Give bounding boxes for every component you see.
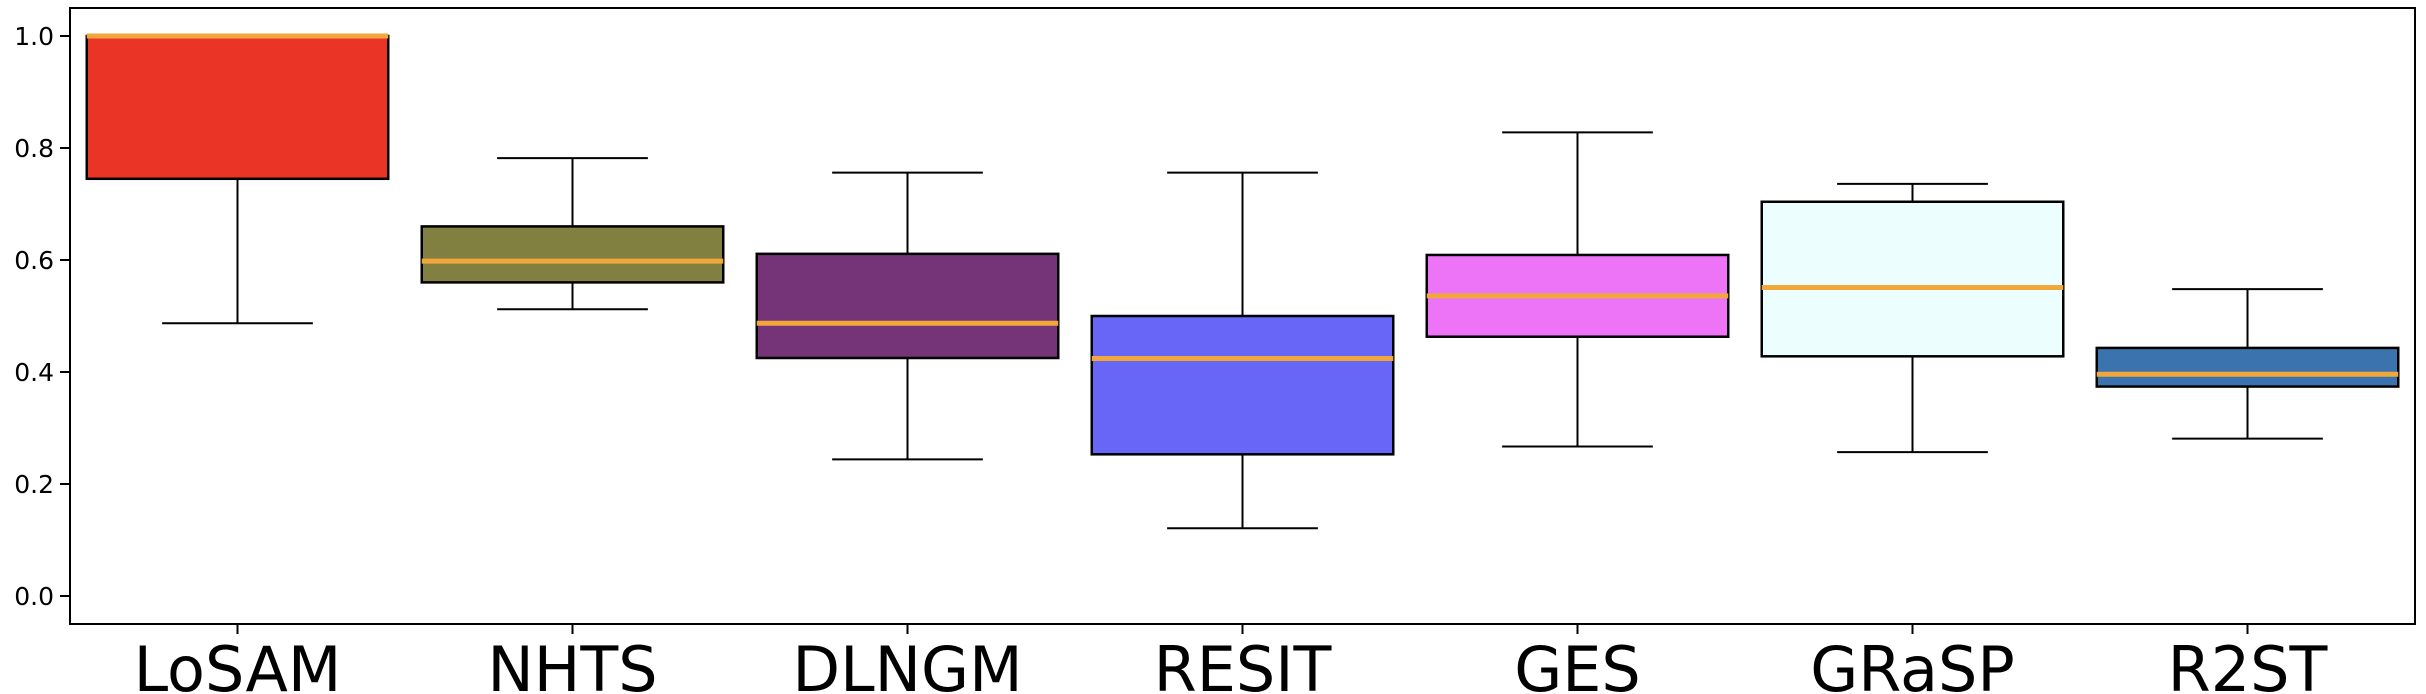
y-tick-label: 0.4 — [14, 358, 54, 387]
x-tick-label-nhts: NHTS — [487, 633, 657, 694]
box-body — [420, 225, 725, 284]
y-tick-label: 0.6 — [14, 246, 54, 275]
y-axis: 0.0 0.2 0.4 0.6 0.8 1.0 — [14, 22, 70, 611]
box-body — [85, 34, 390, 181]
box-losam — [85, 33, 390, 325]
x-tick-label-ges: GES — [1514, 633, 1641, 694]
box-body — [1760, 200, 2065, 358]
x-tick-label-r2st: R2ST — [2168, 633, 2329, 694]
y-tick-label: 0.8 — [14, 134, 54, 163]
box-dlngm — [755, 171, 1060, 461]
x-tick-label-dlngm: DLNGM — [792, 633, 1022, 694]
x-tick-label-resit: RESIT — [1154, 633, 1333, 694]
y-tick-label: 0.0 — [14, 582, 54, 611]
box-nhts — [420, 157, 725, 311]
box-grasp — [1760, 182, 2065, 454]
x-tick-label-losam: LoSAM — [134, 633, 342, 694]
box-body — [755, 252, 1060, 360]
boxes-layer — [85, 33, 2400, 530]
y-tick-label: 0.2 — [14, 470, 54, 499]
box-ges — [1425, 131, 1730, 448]
box-r2st — [2095, 288, 2400, 440]
y-tick-label: 1.0 — [14, 22, 54, 51]
box-body — [1090, 314, 1395, 456]
x-tick-label-grasp: GRaSP — [1810, 633, 2015, 694]
box-body — [2095, 346, 2400, 388]
x-axis: LoSAM NHTS DLNGM RESIT GES GRaSP R2ST — [134, 624, 2329, 694]
box-resit — [1090, 171, 1395, 530]
